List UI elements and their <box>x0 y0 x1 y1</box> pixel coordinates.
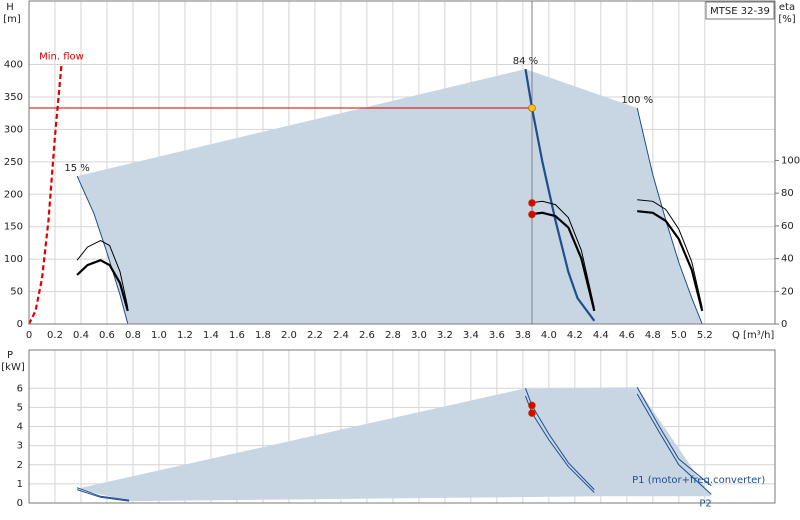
efficiency-curve <box>529 200 595 308</box>
y2-tick-label: 0 <box>781 319 787 330</box>
title-box <box>705 1 775 20</box>
y-tick-label: 50 <box>10 287 23 298</box>
x-tick-label: 3.0 <box>411 330 427 341</box>
x-tick-label: 1.6 <box>229 330 245 341</box>
x-tick-label: 3.8 <box>515 330 531 341</box>
y-tick-label: 300 <box>4 124 23 135</box>
plot: 0 0.2 0.4 0.6 0.8 1.0 1.2 1.4 1.6 1.8 2.0 2.2 2.4 2.6… <box>4 0 800 341</box>
y-tick-label: 3 <box>17 441 23 452</box>
y-tick-label: 6 <box>17 383 23 394</box>
curve-label: 100 % <box>621 95 653 106</box>
y2-tick-label: 100 <box>781 155 800 166</box>
y2-tick-label: 20 <box>781 286 794 297</box>
x-tick-label: 3.6 <box>489 330 505 341</box>
curve <box>76 489 130 502</box>
x-tick-label: 4.6 <box>619 330 635 341</box>
y-tick-label: 2 <box>17 460 23 471</box>
curve <box>28 64 63 325</box>
curve <box>636 393 712 495</box>
efficiency-curve <box>637 210 704 312</box>
efficiency-curve <box>637 199 703 308</box>
chart-title: MTSE 32-39 <box>710 6 770 17</box>
efficiency-curve <box>76 240 129 308</box>
curve <box>525 388 595 490</box>
curve-label: P1 (motor+freq.converter) <box>632 475 765 486</box>
duty-point <box>528 401 536 410</box>
x-tick-label: 2.8 <box>385 330 401 341</box>
y2-tick-label: 80 <box>781 188 794 199</box>
y-tick-label: 200 <box>4 189 23 200</box>
y-tick-label: 100 <box>4 254 23 265</box>
y2-tick-label: 60 <box>781 221 794 232</box>
efficiency-curve <box>76 258 129 312</box>
y-tick-label: 1 <box>17 479 23 490</box>
x-tick-label: 1.8 <box>255 330 271 341</box>
y-tick-label: 250 <box>4 157 23 168</box>
x-tick-label: 2.0 <box>281 330 297 341</box>
plot: 0 1 2 3 4 5 6 <box>17 349 776 509</box>
x-tick-label: 4.8 <box>645 330 661 341</box>
y-axis-label: P <box>7 350 13 361</box>
y-axis-label: H <box>6 2 14 13</box>
operating-area <box>77 69 703 324</box>
plot-frame <box>28 0 776 325</box>
y-axis-unit: [kW] <box>1 362 25 373</box>
x-tick-label: 3.4 <box>463 330 479 341</box>
x-tick-label: 1.2 <box>177 330 193 341</box>
x-tick-label: 2.4 <box>333 330 349 341</box>
x-tick-label: 1.4 <box>203 330 219 341</box>
x-tick-label: 1.0 <box>151 330 167 341</box>
curve <box>636 387 712 487</box>
y-tick-label: 150 <box>4 222 23 233</box>
duty-point <box>528 210 536 219</box>
x-tick-label: 0.2 <box>47 330 63 341</box>
x-tick-label: 0.6 <box>99 330 115 341</box>
x-tick-label: 4.0 <box>541 330 557 341</box>
y2-tick-label: 40 <box>781 254 794 265</box>
duty-point <box>528 409 536 417</box>
y-tick-label: 0 <box>17 319 23 330</box>
operating-area <box>77 387 712 502</box>
y-axis-unit: [m] <box>3 14 21 25</box>
y-tick-label: 400 <box>4 60 23 71</box>
x-tick-label: 4.2 <box>567 330 583 341</box>
y-tick-label: 4 <box>17 422 23 433</box>
y-tick-label: 350 <box>4 92 23 103</box>
curve <box>76 175 129 325</box>
curve-label: P2 <box>699 498 711 509</box>
duty-point <box>528 199 536 207</box>
x-tick-label: 0.4 <box>73 330 89 341</box>
x-tick-label: 0.8 <box>125 330 141 341</box>
duty-point <box>528 104 536 112</box>
x-tick-label: 4.4 <box>593 330 609 341</box>
curve <box>76 487 130 501</box>
y-tick-label: 5 <box>17 402 23 413</box>
y2-axis-label: eta <box>779 2 795 13</box>
x-tick-label: 2.6 <box>359 330 375 341</box>
x-tick-label: 5.2 <box>697 330 713 341</box>
y2-axis-unit: [%] <box>778 14 795 25</box>
curve-label: 84 % <box>513 56 538 67</box>
curve <box>636 107 703 325</box>
x-axis-label: Q [m³/h] <box>732 330 774 341</box>
curve-label: 15 % <box>64 163 89 174</box>
plot-frame <box>28 349 776 504</box>
x-tick-label: 5.0 <box>671 330 687 341</box>
x-tick-label: 2.2 <box>307 330 323 341</box>
y-tick-label: 0 <box>17 498 23 509</box>
curve-label: Min. flow <box>39 52 84 63</box>
efficiency-curve <box>529 211 596 312</box>
x-tick-label: 3.2 <box>437 330 453 341</box>
x-tick-label: 0 <box>26 330 32 341</box>
